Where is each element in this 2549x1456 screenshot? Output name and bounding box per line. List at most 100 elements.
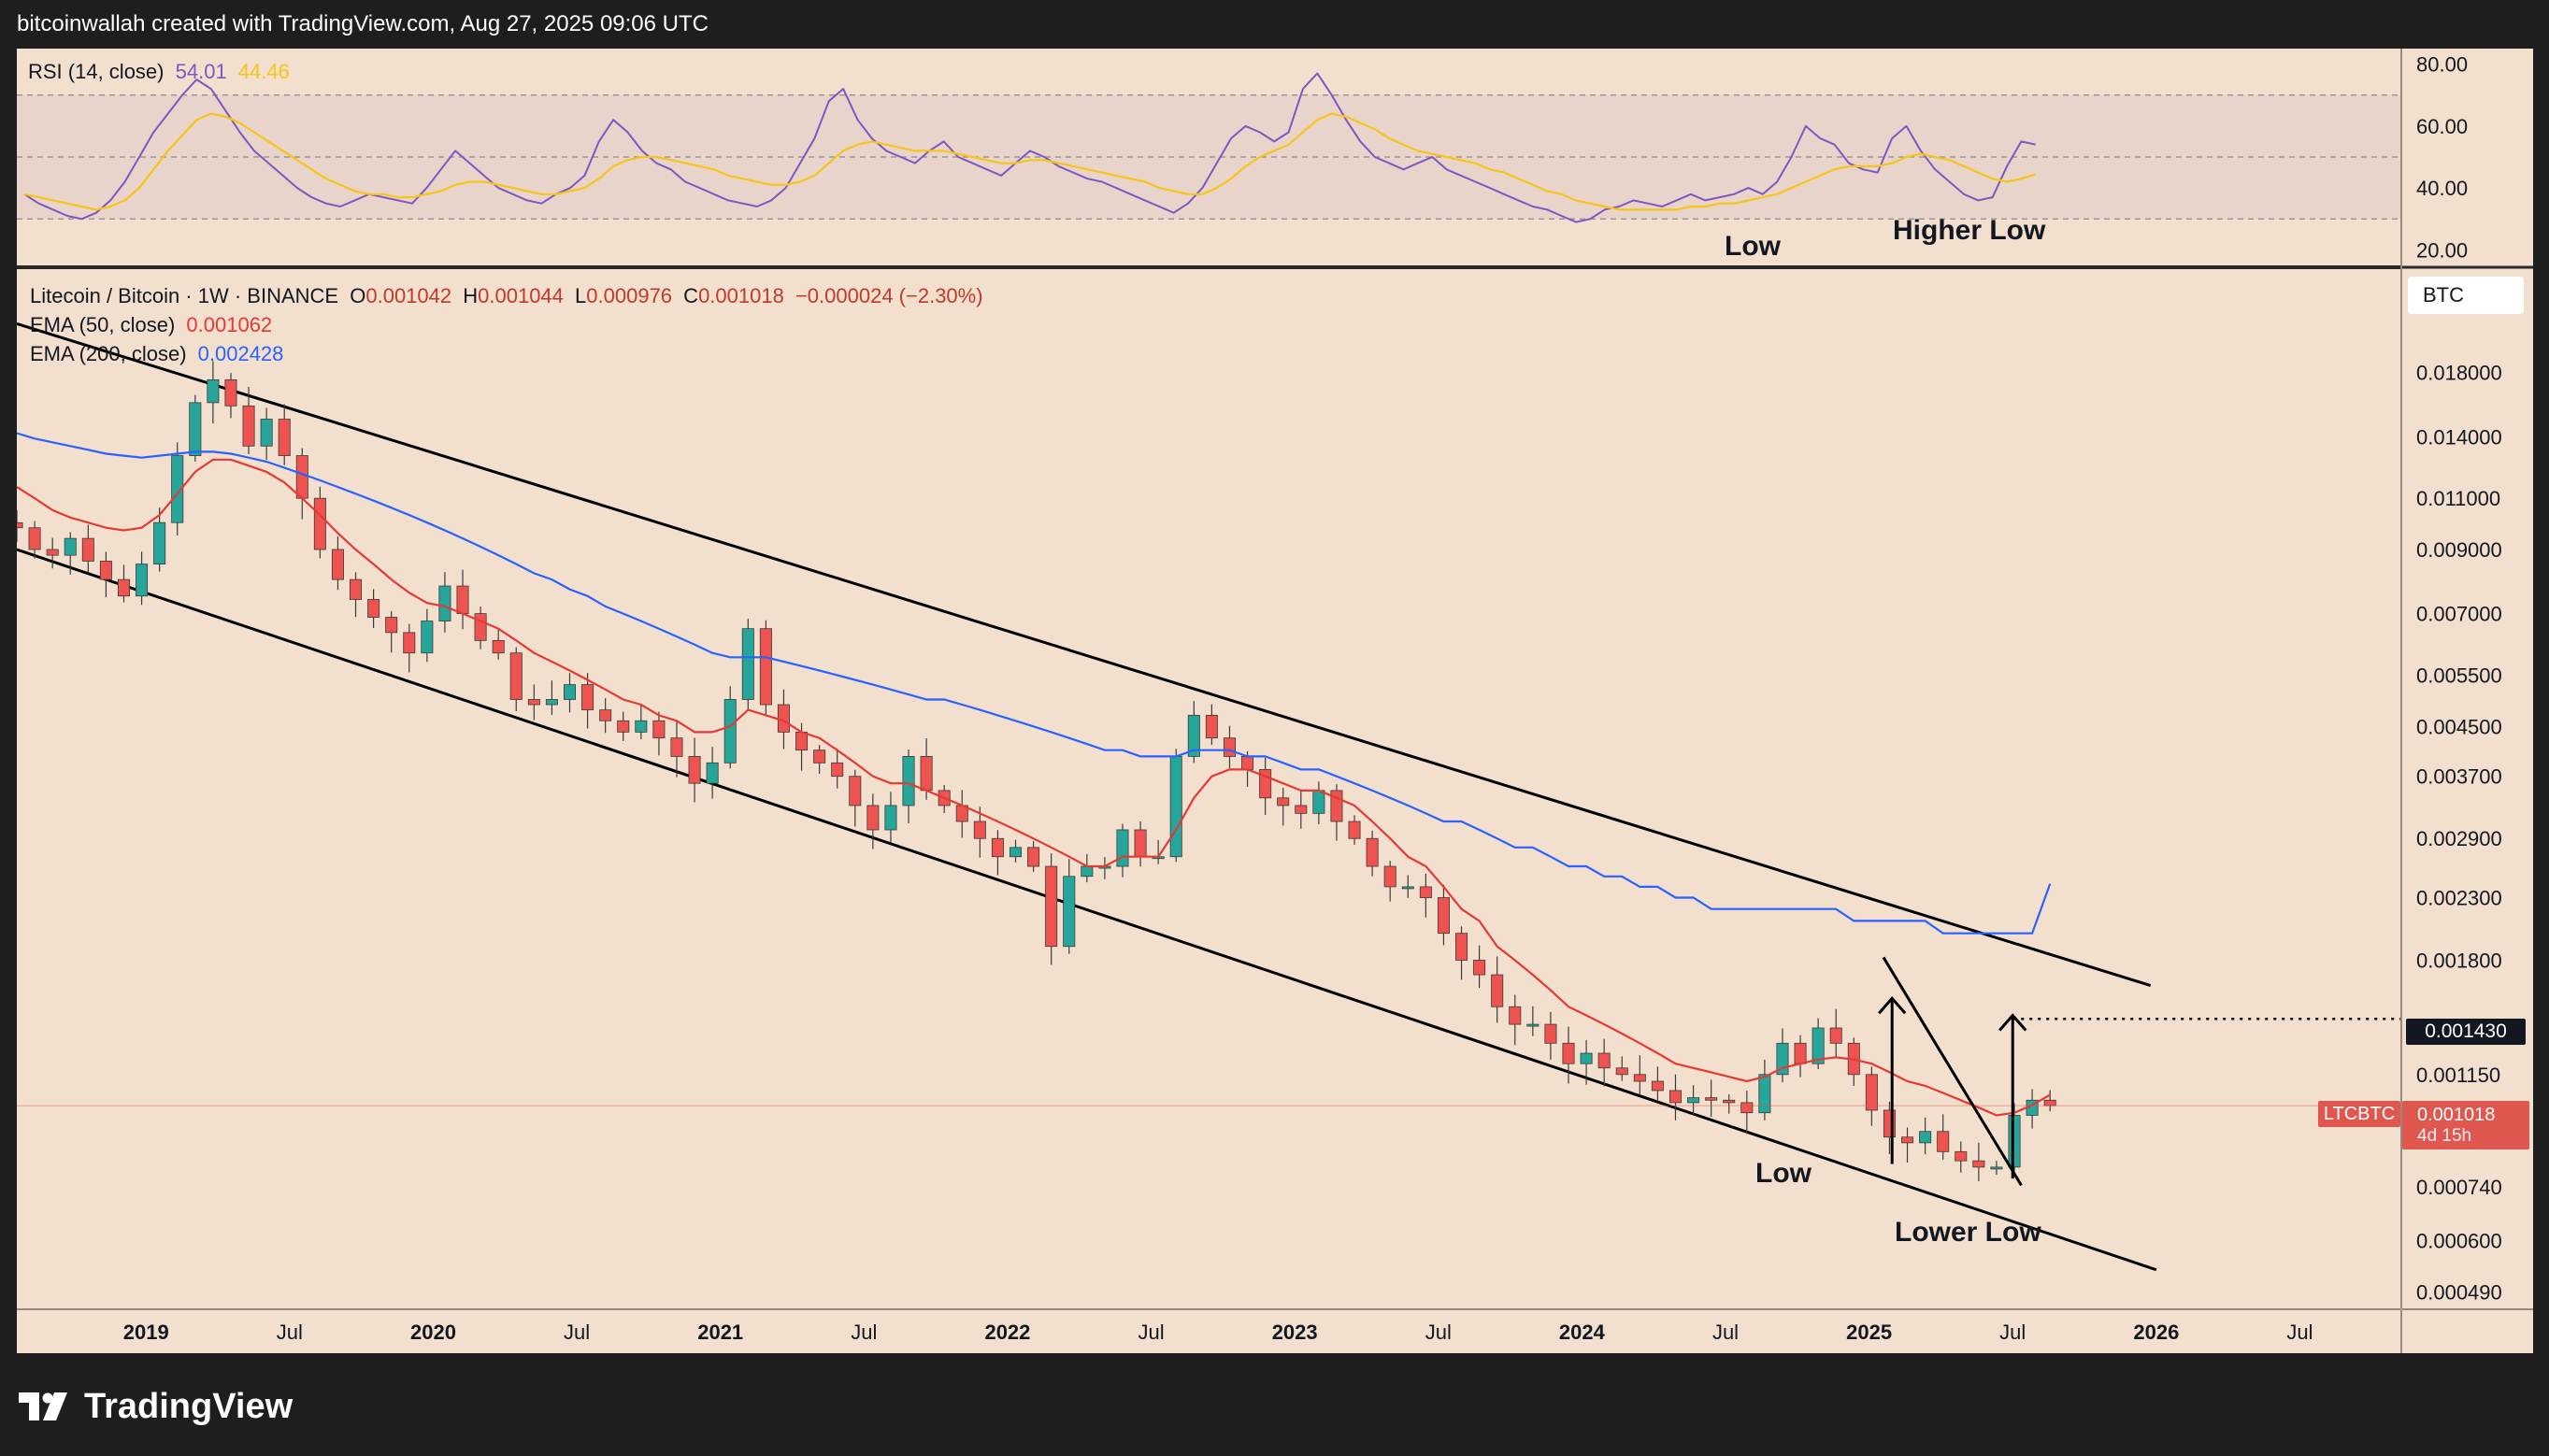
candle-body	[1544, 1023, 1557, 1044]
candle	[1027, 841, 1040, 872]
ema200-legend[interactable]: EMA (200, close) 0.002428	[30, 342, 289, 366]
candle	[1883, 1101, 1896, 1154]
candle-body	[1223, 737, 1236, 757]
candle-body	[795, 731, 809, 751]
candle-body	[617, 720, 630, 733]
candle-body	[1562, 1042, 1575, 1064]
price-tick-label: 0.000740	[2416, 1176, 2502, 1199]
currency-button[interactable]: BTC	[2408, 277, 2524, 314]
candle-body	[1241, 756, 1254, 770]
price-tick-label: 0.003700	[2416, 765, 2502, 789]
channel-lower-line	[17, 548, 2157, 1272]
candle	[1668, 1074, 1682, 1121]
candle-body	[759, 628, 772, 706]
candle	[1758, 1060, 1771, 1121]
time-axis[interactable]	[17, 1310, 2400, 1353]
candle-body	[884, 805, 897, 831]
axis-corner	[2402, 1310, 2533, 1353]
symbol-legend[interactable]: Litecoin / Bitcoin · 1W · BINANCE O0.001…	[30, 284, 989, 308]
candle	[884, 792, 897, 843]
candle	[28, 521, 41, 559]
ema50-legend[interactable]: EMA (50, close) 0.001062	[30, 313, 278, 337]
candle-body	[1437, 897, 1450, 935]
candle-body	[99, 561, 112, 580]
candle-body	[1401, 886, 1414, 890]
price-tick-label: 0.011000	[2416, 487, 2500, 510]
candle-body	[509, 652, 523, 700]
candle-body	[1383, 865, 1396, 888]
candle	[189, 394, 202, 462]
ohlc-low: L0.000976	[575, 284, 673, 307]
candle-body	[973, 821, 986, 839]
candle	[902, 749, 915, 824]
candle-body	[1829, 1027, 1842, 1044]
candle-body	[207, 379, 220, 404]
candle	[545, 680, 558, 716]
rsi-tick-label: 60.00	[2416, 115, 2468, 138]
price-pane[interactable]	[17, 269, 2400, 1308]
candle-body	[28, 527, 41, 550]
candle	[456, 569, 469, 630]
candle-body	[1883, 1109, 1896, 1138]
candle-body	[295, 455, 308, 499]
candle-body	[545, 699, 558, 706]
candle-body	[1312, 790, 1325, 814]
candle	[1437, 884, 1450, 946]
candle-body	[242, 405, 255, 447]
tradingview-wordmark: TradingView	[84, 1387, 294, 1426]
candle	[1812, 1018, 1825, 1070]
candle	[224, 373, 237, 419]
price-low-label: Low	[1755, 1158, 1812, 1189]
candle-body	[350, 578, 363, 600]
ohlc-high: H0.001044	[463, 284, 564, 307]
candle	[741, 619, 754, 711]
candle	[17, 510, 23, 542]
measured-move-arrow-left-head	[1878, 996, 1907, 1015]
time-tick-label: 2019	[123, 1320, 169, 1344]
chart-header: bitcoinwallah created with TradingView.c…	[17, 11, 709, 36]
candle-body	[171, 455, 184, 523]
price-scale[interactable]	[2402, 49, 2533, 1308]
candle-body	[1937, 1131, 1950, 1152]
price-tick-label: 0.004500	[2416, 715, 2502, 738]
candle	[1937, 1114, 1950, 1160]
rsi-tick-label: 20.00	[2416, 238, 2468, 262]
candle-body	[1972, 1160, 1985, 1168]
candle-body	[456, 585, 469, 615]
candle	[421, 608, 434, 663]
candle-body	[1919, 1131, 1932, 1144]
tradingview-logo[interactable]: TradingView	[19, 1387, 293, 1427]
candle	[1134, 821, 1147, 867]
candle-body	[331, 549, 344, 580]
candle	[1972, 1142, 1985, 1182]
candle	[581, 673, 594, 729]
rsi-tick-label: 80.00	[2416, 53, 2468, 77]
candle	[849, 769, 862, 827]
candle-body	[474, 613, 487, 641]
candle-body	[385, 617, 398, 634]
candle	[438, 572, 451, 633]
candle-body	[17, 521, 23, 529]
ohlc-close: C0.001018	[683, 284, 784, 307]
ohlc-change: −0.000024 (−2.30%)	[795, 284, 983, 307]
candle-body	[421, 621, 434, 654]
candle-body	[438, 585, 451, 621]
price-lower-low-label: Lower Low	[1895, 1217, 2041, 1248]
candle-body	[1027, 847, 1040, 867]
candle	[1723, 1094, 1736, 1114]
candle	[1045, 853, 1058, 965]
candle	[1401, 875, 1414, 898]
price-tick-label: 0.001800	[2416, 949, 2502, 972]
candle	[1562, 1026, 1575, 1084]
candle-body	[367, 599, 380, 618]
price-tick-label: 0.001150	[2416, 1063, 2500, 1087]
candle-body	[1955, 1150, 1968, 1162]
candle	[1098, 857, 1111, 879]
candle-body	[117, 578, 130, 597]
rsi-legend[interactable]: RSI (14, close) 54.01 44.46	[28, 60, 295, 84]
svg-text:Low: Low	[1725, 231, 1782, 262]
candle	[64, 532, 77, 575]
candle	[1847, 1037, 1860, 1086]
candle	[1740, 1091, 1754, 1135]
candle-body	[723, 699, 737, 764]
